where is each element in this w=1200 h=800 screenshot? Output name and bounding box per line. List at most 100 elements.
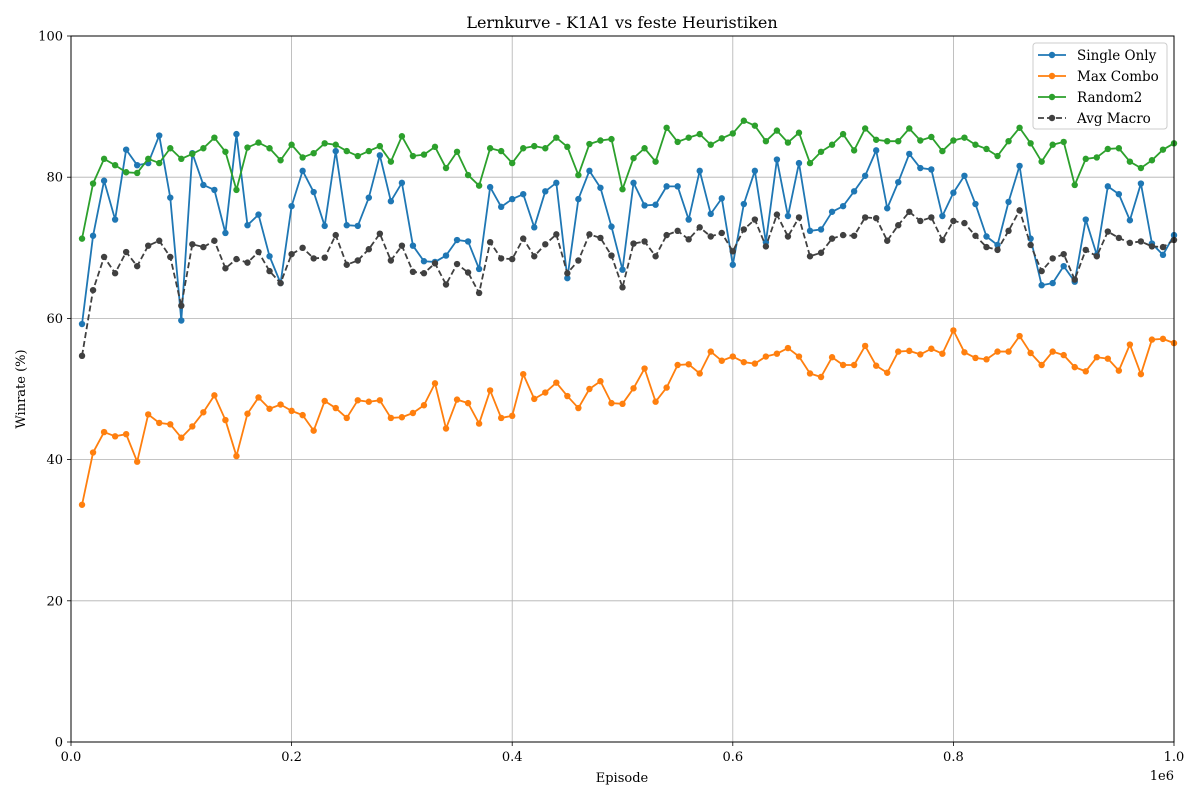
data-point-random2: [740, 117, 748, 124]
legend: Single Only Max Combo Random2 Avg Macro: [1032, 42, 1168, 130]
data-point-random2: [1104, 145, 1112, 153]
data-point-avg-macro: [950, 217, 957, 225]
data-point-max-combo: [1071, 363, 1078, 371]
data-point-avg-macro: [200, 243, 207, 251]
data-point-single-only: [255, 211, 262, 218]
data-point-max-combo: [145, 411, 152, 418]
legend-swatch-marker: [1048, 51, 1056, 59]
data-point-avg-macro: [564, 270, 571, 277]
data-point-single-only: [1104, 183, 1112, 190]
data-point-single-only: [520, 190, 527, 198]
data-point-single-only: [784, 212, 792, 220]
data-point-random2: [817, 148, 825, 155]
data-point-avg-macro: [122, 248, 130, 256]
data-point-max-combo: [608, 399, 615, 407]
data-point-max-combo: [178, 434, 185, 441]
data-point-single-only: [1159, 251, 1167, 259]
data-point-max-combo: [751, 360, 759, 367]
data-point-single-only: [321, 222, 328, 230]
data-point-single-only: [365, 194, 373, 201]
data-point-single-only: [861, 172, 869, 179]
data-point-avg-macro: [1104, 228, 1112, 235]
data-point-single-only: [895, 178, 902, 186]
data-point-avg-macro: [189, 241, 196, 248]
data-point-random2: [685, 134, 692, 141]
data-point-random2: [288, 141, 295, 148]
data-point-single-only: [1049, 279, 1056, 287]
data-point-avg-macro: [1049, 255, 1056, 262]
data-point-random2: [1071, 181, 1078, 189]
data-point-single-only: [133, 161, 141, 169]
data-point-avg-macro: [453, 260, 461, 268]
data-point-max-combo: [1016, 332, 1023, 340]
data-point-avg-macro: [641, 238, 648, 245]
data-point-max-combo: [1049, 348, 1056, 355]
data-point-max-combo: [917, 351, 924, 358]
data-point-max-combo: [619, 400, 626, 408]
data-point-single-only: [464, 238, 472, 245]
data-point-max-combo: [652, 398, 659, 405]
data-point-random2: [1137, 164, 1145, 172]
series-max-combo: [78, 327, 1178, 508]
data-point-single-only: [211, 186, 218, 194]
data-point-avg-macro: [884, 237, 891, 244]
data-point-avg-macro: [233, 255, 240, 263]
data-point-avg-macro: [266, 267, 273, 275]
data-point-single-only: [1005, 198, 1012, 206]
data-point-avg-macro: [486, 238, 494, 246]
data-point-max-combo: [850, 361, 858, 369]
x-tick-label: 1.0: [1164, 750, 1185, 765]
data-point-single-only: [486, 183, 494, 191]
data-point-max-combo: [972, 354, 979, 362]
data-point-max-combo: [89, 449, 97, 456]
data-point-random2: [1148, 157, 1156, 164]
data-point-single-only: [806, 227, 814, 235]
data-point-max-combo: [872, 362, 880, 369]
data-point-max-combo: [806, 370, 814, 377]
data-point-max-combo: [464, 399, 472, 407]
data-point-random2: [409, 152, 417, 160]
data-point-random2: [575, 171, 582, 179]
data-point-random2: [233, 186, 240, 194]
data-point-single-only: [1082, 216, 1089, 223]
data-point-max-combo: [696, 370, 703, 377]
data-point-avg-macro: [939, 236, 946, 244]
data-point-avg-macro: [762, 243, 770, 250]
data-point-max-combo: [200, 409, 207, 416]
data-point-avg-macro: [509, 255, 516, 263]
series-line-avg-macro: [81, 209, 1175, 356]
data-point-single-only: [453, 236, 461, 244]
data-point-single-only: [409, 242, 417, 249]
data-point-max-combo: [564, 392, 571, 400]
data-point-random2: [1016, 124, 1023, 131]
data-point-avg-macro: [961, 219, 968, 227]
data-point-avg-macro: [299, 244, 306, 251]
data-point-random2: [332, 141, 339, 148]
data-point-single-only: [332, 147, 339, 155]
data-point-avg-macro: [133, 262, 141, 270]
data-point-max-combo: [906, 347, 913, 355]
data-point-random2: [343, 147, 350, 155]
data-point-random2: [531, 142, 538, 150]
data-point-avg-macro: [652, 253, 659, 260]
data-point-max-combo: [718, 357, 725, 364]
data-point-max-combo: [299, 411, 306, 419]
data-point-single-only: [707, 210, 714, 218]
data-point-single-only: [1038, 282, 1045, 289]
x-tick-label: 0.6: [722, 750, 743, 765]
data-point-random2: [78, 235, 86, 242]
data-point-single-only: [1137, 180, 1145, 187]
data-point-max-combo: [497, 414, 505, 422]
data-point-random2: [1027, 140, 1034, 147]
data-point-max-combo: [586, 385, 593, 393]
data-point-avg-macro: [806, 253, 814, 260]
data-point-single-only: [718, 195, 725, 202]
data-point-avg-macro: [817, 249, 825, 256]
data-point-avg-macro: [553, 231, 560, 238]
data-point-single-only: [663, 183, 670, 190]
data-point-random2: [310, 149, 317, 157]
data-point-single-only: [542, 188, 549, 195]
data-point-avg-macro: [828, 235, 836, 242]
